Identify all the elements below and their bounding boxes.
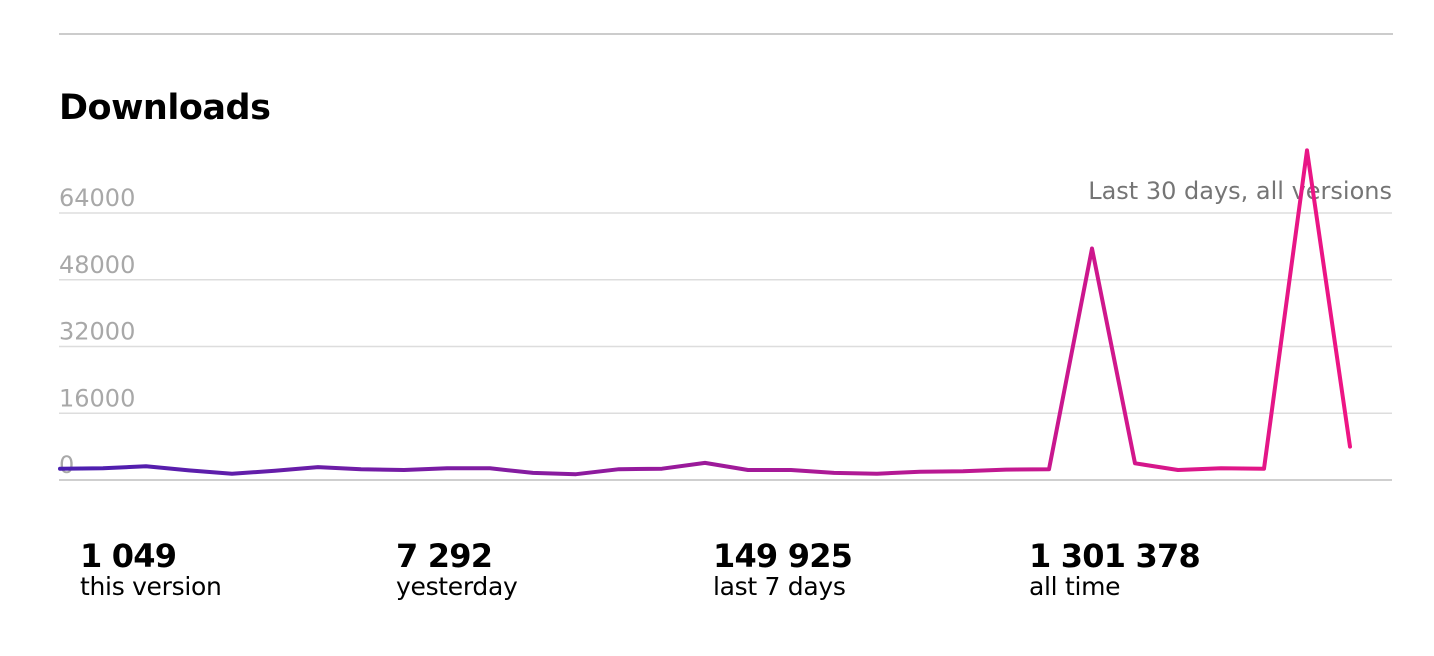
top-divider	[59, 33, 1393, 35]
downloads-series-line	[58, 148, 1352, 477]
stat-label: last 7 days	[713, 572, 846, 601]
stat-label: yesterday	[396, 572, 518, 601]
stats-row: 1 049 this version 7 292 yesterday 149 9…	[0, 536, 1434, 626]
chart-subtitle: Last 30 days, all versions	[1088, 177, 1392, 205]
y-tick-label: 64000	[59, 184, 135, 212]
stat-label: all time	[1029, 572, 1121, 601]
y-tick-label: 32000	[59, 318, 135, 346]
y-tick-label: 48000	[59, 251, 135, 279]
stat-value: 1 049	[80, 537, 177, 575]
section-title: Downloads	[59, 88, 271, 128]
stat-this-version: 1 049 this version	[80, 536, 222, 604]
stat-value: 149 925	[713, 537, 853, 575]
stat-value: 7 292	[396, 537, 493, 575]
stat-value: 1 301 378	[1029, 537, 1201, 575]
downloads-chart: 64000 48000 32000 16000 0 Last 30 days, all …	[58, 148, 1392, 481]
y-tick-label: 0	[59, 451, 74, 479]
stat-label: this version	[80, 572, 222, 601]
stat-last-7-days: 149 925 last 7 days	[713, 536, 853, 604]
stat-all-time: 1 301 378 all time	[1029, 536, 1201, 604]
y-tick-label: 16000	[59, 384, 135, 412]
stat-yesterday: 7 292 yesterday	[396, 536, 518, 604]
